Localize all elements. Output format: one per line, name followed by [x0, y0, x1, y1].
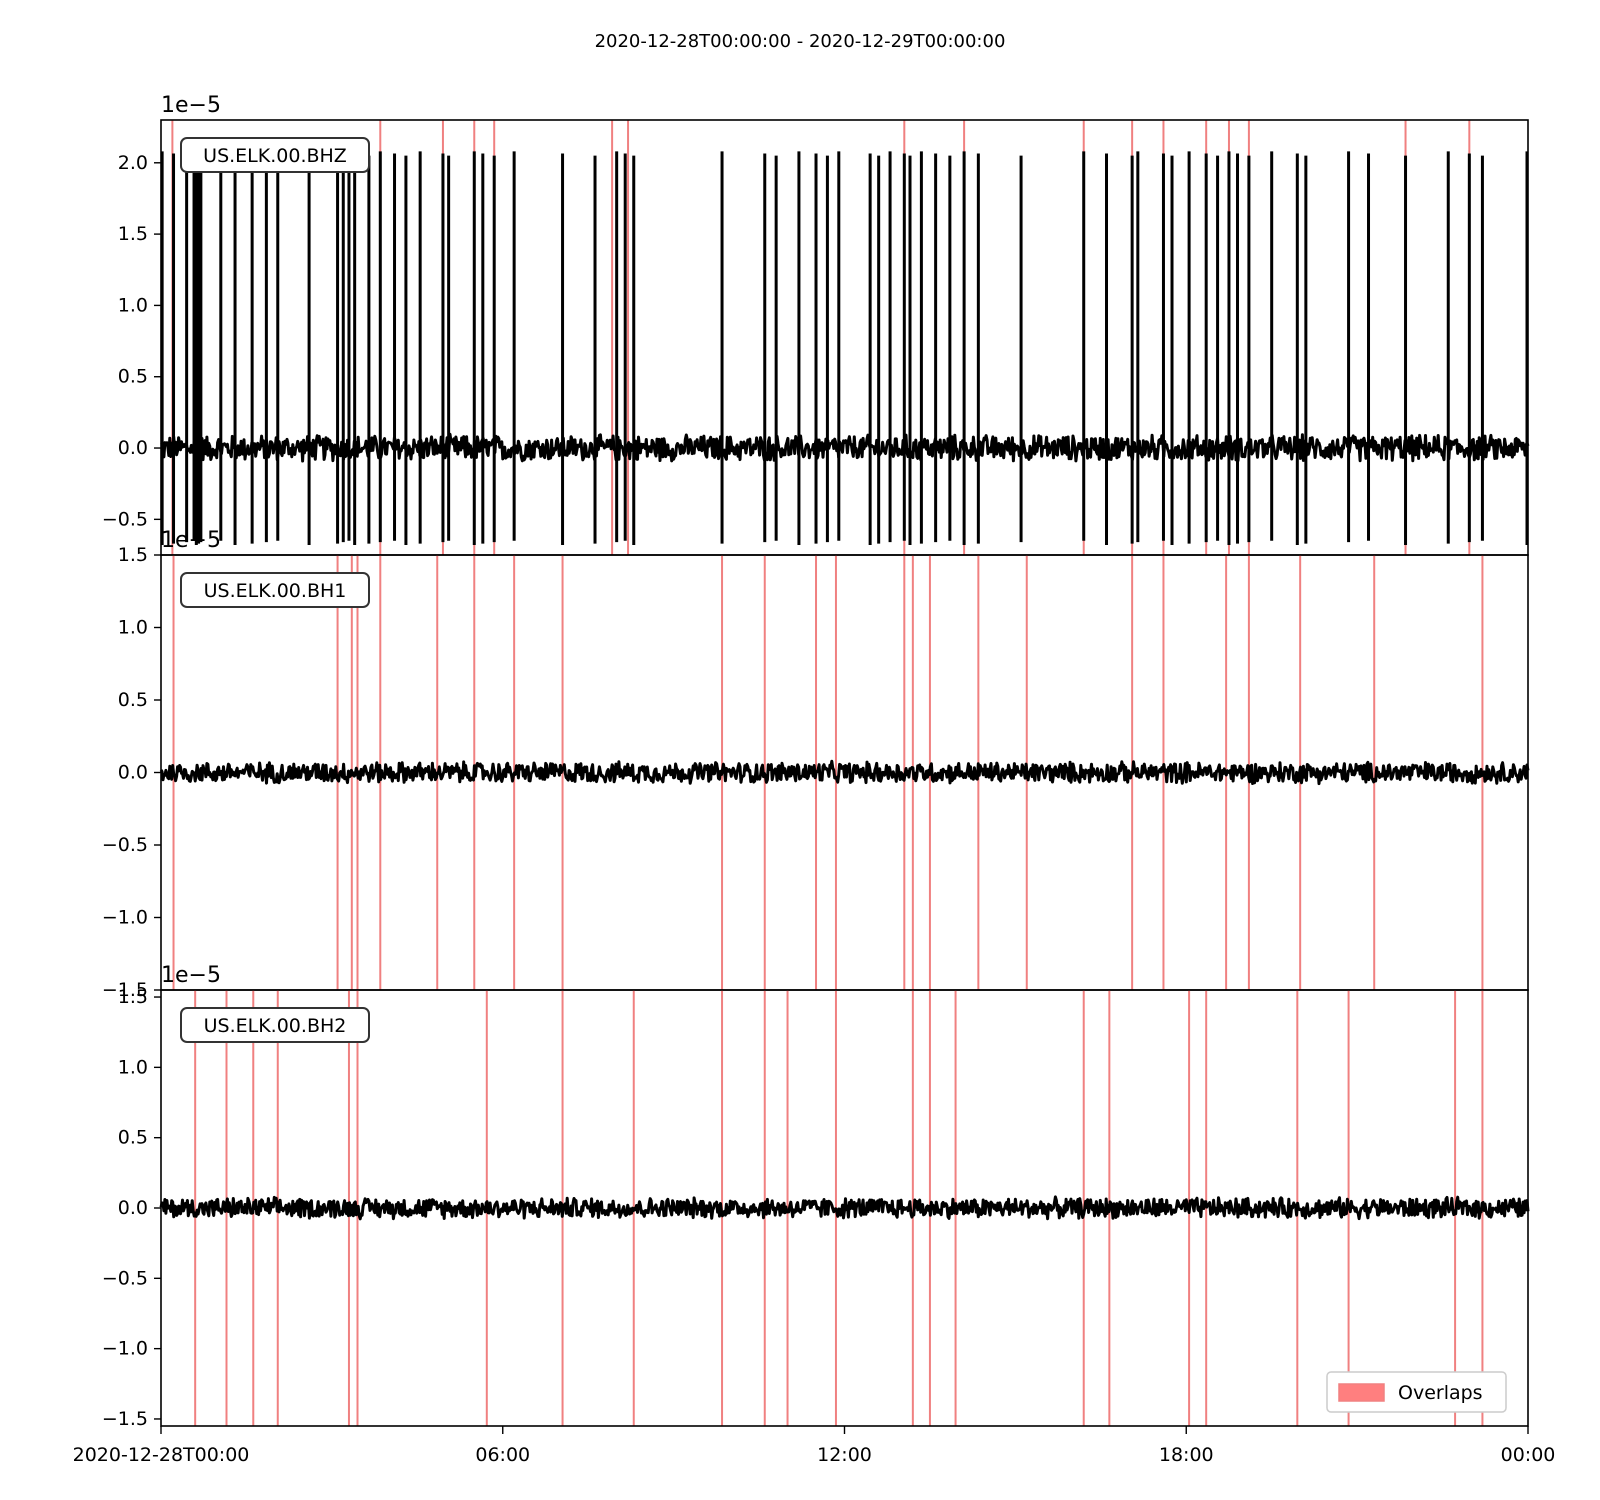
- y-tick-label: 1.0: [118, 1056, 148, 1078]
- trace-label: US.ELK.00.BHZ: [203, 145, 347, 167]
- y-tick-label: 0.5: [118, 1127, 148, 1149]
- y-tick-label: 1.0: [118, 617, 148, 639]
- panel-US.ELK.00.BHZ: 2.0 1.5 1.0 0.5 0.0 −0.5 1e−5 US.ELK.00.BHZ: [102, 93, 1530, 556]
- y-tick-label: 1.5: [118, 986, 148, 1008]
- y-tick-label: 0.0: [118, 437, 148, 459]
- x-tick-label: 2020-12-28T00:00: [73, 1444, 250, 1466]
- legend-box: [1326, 1371, 1507, 1413]
- y-tick-label: −1.5: [102, 979, 148, 1001]
- y-tick-label: 0.0: [118, 1197, 148, 1219]
- trace-label-box: [180, 1007, 370, 1043]
- offset-label: 1e−5: [161, 963, 221, 988]
- x-axis: 2020-12-28T00:00 06:00 12:00 18:00 00:00: [73, 1426, 1556, 1466]
- y-tick-label: −0.5: [102, 508, 148, 530]
- y-tick-label: −1.5: [102, 1408, 148, 1430]
- y-tick-label: 1.0: [118, 294, 148, 316]
- y-tick-label: 2.0: [118, 152, 148, 174]
- y-tick-label: 1.5: [118, 223, 148, 245]
- legend: Overlaps: [1326, 1371, 1507, 1413]
- trace-label-box: [180, 572, 370, 608]
- trace-line: [160, 432, 1530, 463]
- trace-label: US.ELK.00.BH1: [204, 580, 347, 602]
- panel-frame: [160, 119, 1529, 556]
- y-tick-label: −0.5: [102, 834, 148, 856]
- chart-title: 2020-12-28T00:00:00 - 2020-12-29T00:00:0…: [595, 31, 1006, 52]
- legend-swatch: [1338, 1383, 1385, 1402]
- x-tick-label: 00:00: [1501, 1444, 1556, 1466]
- trace-line: [159, 759, 1530, 786]
- x-tick-label: 18:00: [1159, 1444, 1214, 1466]
- y-tick-label: −1.0: [102, 907, 148, 929]
- panel-US.ELK.00.BH1: 1.5 1.0 0.5 0.0 −0.5 −1.0 −1.5 1e−5 US.ELK.00.BH…: [102, 528, 1530, 1001]
- y-tick-label: −0.5: [102, 1267, 148, 1289]
- panel-US.ELK.00.BH2: 1.5 1.0 0.5 0.0 −0.5 −1.0 −1.5 1e−5 US.ELK.00.BH…: [102, 963, 1530, 1430]
- x-tick-label: 06:00: [475, 1444, 530, 1466]
- trace-line: [159, 1195, 1530, 1221]
- trace-label: US.ELK.00.BH2: [204, 1015, 347, 1037]
- offset-label: 1e−5: [161, 93, 221, 118]
- trace-panels: 2.01.51.00.50.0−0.51e−5US.ELK.00.BHZ1.51…: [102, 93, 1530, 1430]
- offset-label: 1e−5: [161, 528, 221, 553]
- y-tick-label: 0.5: [118, 689, 148, 711]
- y-tick-label: 0.0: [118, 762, 148, 784]
- y-tick-label: 0.5: [118, 366, 148, 388]
- y-tick-label: 1.5: [118, 544, 148, 566]
- legend-label: Overlaps: [1398, 1382, 1483, 1404]
- trace-label-box: [180, 137, 370, 173]
- y-tick-label: −1.0: [102, 1338, 148, 1360]
- x-tick-label: 12:00: [817, 1444, 872, 1466]
